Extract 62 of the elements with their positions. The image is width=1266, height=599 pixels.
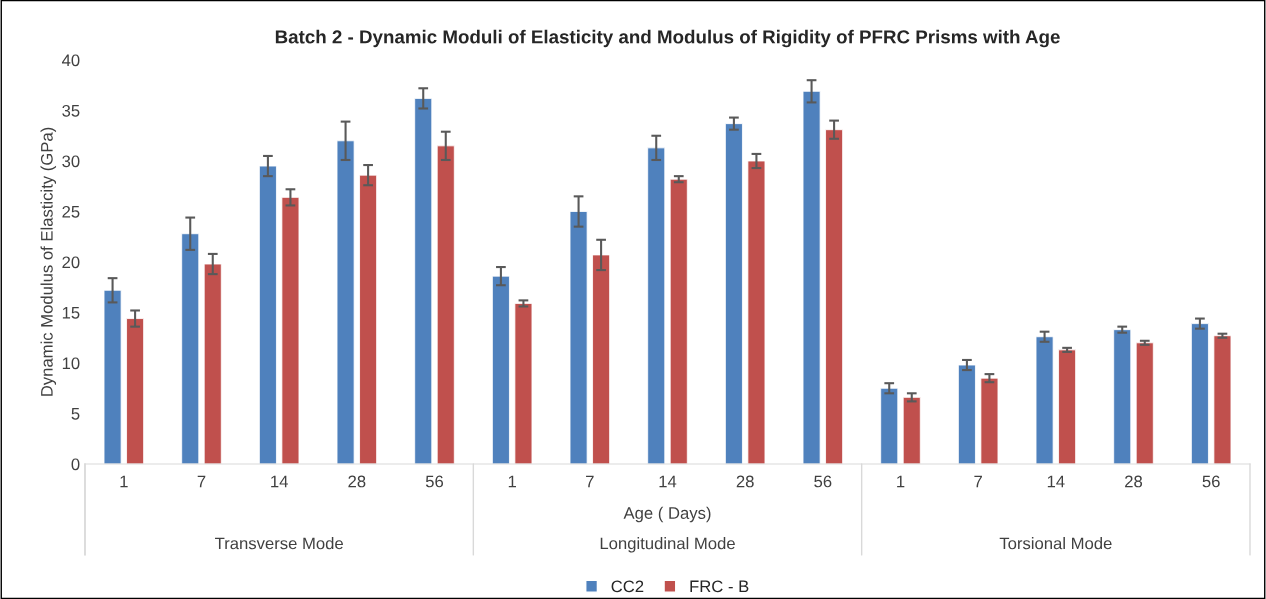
x-tick-label: 28 [348,475,366,488]
bar [592,254,611,464]
x-tick-label: 28 [736,475,754,488]
x-axis-title: Age ( Days) [623,506,711,523]
bar [103,289,122,464]
bar [359,174,378,464]
x-tick-label: 1 [120,475,128,488]
bar [281,196,300,464]
bar [957,364,976,464]
bar [1113,329,1132,464]
bar [181,233,200,464]
x-tick-label: 14 [271,475,288,488]
x-tick-label: 28 [1125,475,1143,488]
y-tick-label: 40 [61,54,80,67]
text: Transverse Mode [215,537,343,550]
y-axis-title: Dynamic Modulus of Elasticity (GPa) [40,127,57,396]
text: Torsional Mode [999,537,1112,550]
bar [724,123,743,464]
bar [491,275,510,464]
legend-label: CC2 [611,580,644,593]
bar [647,147,666,464]
y-tick-label: 0 [71,458,80,471]
bar [1058,349,1077,464]
x-tick-label: 7 [586,475,594,488]
bar [126,318,145,464]
x-tick-label: 1 [508,475,516,488]
y-tick-label: 10 [62,357,80,370]
x-tick-label: 56 [814,475,832,488]
bar [902,396,921,464]
chart-title: Batch 2 - Dynamic Moduli of Elasticity and Modulus of Rigidity of PFRC Prisms with Age [275,29,1060,48]
bar [1035,336,1054,464]
y-tick-label: 20 [62,256,80,269]
text: Longitudinal Mode [600,537,735,553]
legend-label: FRC - B [690,580,749,593]
y-tick-label: 5 [71,408,80,420]
bar [802,90,821,464]
bar [258,165,277,464]
bar [436,145,455,464]
bar [1213,335,1232,464]
bar [336,140,355,464]
bar [747,160,766,464]
bar [569,211,588,464]
y-tick-label: 25 [62,205,80,218]
bar [880,387,899,464]
x-tick-label: 7 [197,475,206,488]
x-tick-label: 56 [425,475,444,488]
x-tick-label: 7 [974,475,982,488]
y-tick-label: 30 [62,155,80,168]
x-tick-label: 14 [1047,475,1065,488]
bar [1190,323,1209,464]
bar [980,377,999,464]
bar [514,302,533,464]
x-tick-label: 14 [659,475,677,488]
bar [669,178,688,464]
bar [825,129,844,464]
x-tick-label: 1 [897,475,905,488]
y-tick-label: 35 [62,104,80,117]
y-tick-label: 15 [62,307,80,319]
bar [414,97,433,464]
bar [1135,342,1154,464]
x-tick-label: 56 [1202,475,1220,488]
bar [203,263,222,464]
